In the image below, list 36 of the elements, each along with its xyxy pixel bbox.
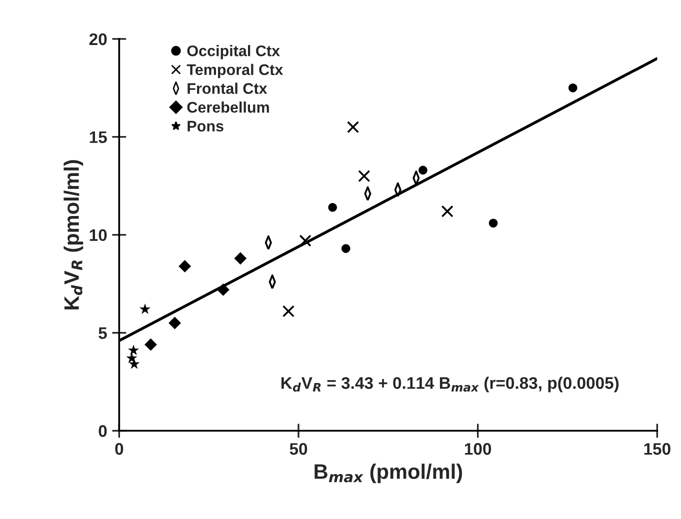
point <box>216 283 230 296</box>
y-tick-label: 10 <box>90 229 107 242</box>
y-tick-label: 15 <box>90 131 107 144</box>
point <box>144 338 157 351</box>
point <box>441 205 454 218</box>
x-tick-label: 100 <box>464 443 492 455</box>
point <box>234 252 247 265</box>
point <box>126 352 138 363</box>
x-tick-label: 50 <box>290 443 308 455</box>
point <box>568 84 578 92</box>
y-axis-title: K$_{d}$V$_{R}$ (pmol/ml) <box>64 160 84 310</box>
point <box>358 170 370 182</box>
point <box>282 305 295 318</box>
x-axis-title: B$_{max}$ (pmol/ml) <box>314 464 462 484</box>
point <box>139 303 151 314</box>
legend-label: Occipital Ctx <box>187 45 280 60</box>
point <box>178 260 192 272</box>
point <box>128 344 140 356</box>
legend-label: Frontal Ctx <box>188 82 268 94</box>
legend-label: Temporal Ctx <box>186 64 284 78</box>
annotation: K$_{d}$V$_{R}$ = 3.43 + 0.114 B$_{max}$ (r=0.83, p(0.0005) <box>281 376 619 392</box>
point <box>328 203 337 212</box>
legend-label: Cerebellum <box>187 102 269 113</box>
point <box>346 121 360 134</box>
y-tick-label: 5 <box>98 327 107 340</box>
point <box>418 166 428 175</box>
point <box>299 234 312 247</box>
x-tick-label: 150 <box>644 443 670 455</box>
y-tick-label: 20 <box>89 33 107 46</box>
x-tick-label: 0 <box>115 443 124 455</box>
point <box>168 316 181 330</box>
legend-label: Pons <box>188 120 224 132</box>
y-tick-label: 0 <box>98 425 107 437</box>
point <box>341 244 350 253</box>
point <box>488 218 498 228</box>
point <box>128 358 140 369</box>
